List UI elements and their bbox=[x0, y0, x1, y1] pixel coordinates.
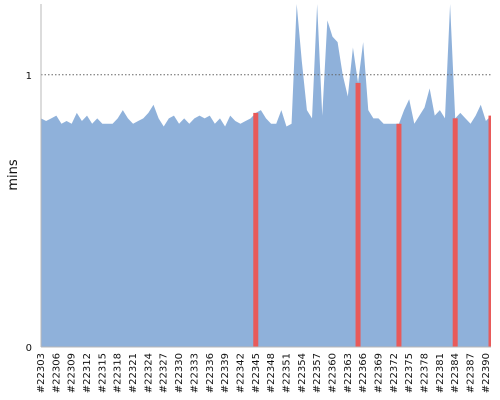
x-tick-label: #22360 bbox=[327, 353, 338, 393]
x-tick-label: #22354 bbox=[297, 353, 308, 393]
x-tick-label: #22330 bbox=[174, 353, 185, 393]
x-tick-label: #22333 bbox=[189, 353, 200, 393]
x-tick-label: #22336 bbox=[205, 353, 216, 393]
x-tick-label: #22324 bbox=[143, 353, 154, 393]
x-tick-label: #22318 bbox=[113, 353, 124, 393]
x-tick-label: #22348 bbox=[266, 353, 277, 393]
highlight-bar bbox=[396, 123, 402, 347]
x-tick-label: #22375 bbox=[404, 353, 415, 393]
x-tick-label: #22357 bbox=[312, 353, 323, 393]
x-tick-label: #22369 bbox=[374, 353, 385, 393]
x-tick-label: #22303 bbox=[36, 353, 47, 393]
x-tick-label: #22315 bbox=[97, 353, 108, 393]
x-tick-label: #22372 bbox=[389, 353, 400, 393]
x-tick-label: #22321 bbox=[128, 353, 139, 393]
x-tick-label: #22366 bbox=[358, 353, 369, 393]
x-tick-label: #22339 bbox=[220, 353, 231, 393]
x-tick-label: #22381 bbox=[435, 353, 446, 393]
x-tick-label: #22363 bbox=[343, 353, 354, 393]
axes: 0 1 #22303 #22306 #22309 #22312 #22315 #22318 #2… bbox=[26, 4, 492, 393]
y-axis-label: mins bbox=[6, 159, 21, 191]
x-tick-label: #22327 bbox=[159, 353, 170, 393]
x-tick-label: #22345 bbox=[251, 353, 262, 393]
y-tick-label: 0 bbox=[26, 343, 32, 354]
highlight-bar bbox=[488, 115, 491, 347]
highlight-bar bbox=[355, 82, 361, 347]
x-tick-label: #22309 bbox=[67, 353, 78, 393]
x-tick-label: #22378 bbox=[420, 353, 431, 393]
x-tick-label: #22351 bbox=[281, 353, 292, 393]
x-tick-label: #22390 bbox=[481, 353, 492, 393]
highlight-bar bbox=[253, 112, 259, 347]
x-tick-label: #22384 bbox=[450, 353, 461, 393]
x-tick-label: #22306 bbox=[51, 353, 62, 393]
x-tick-label: #22312 bbox=[82, 353, 93, 393]
y-tick-label: 1 bbox=[26, 71, 32, 82]
plot-area bbox=[41, 4, 491, 347]
x-tick-label: #22387 bbox=[466, 353, 477, 393]
x-tick-label: #22342 bbox=[235, 353, 246, 393]
area-series bbox=[41, 4, 491, 347]
highlight-bar bbox=[452, 118, 458, 347]
